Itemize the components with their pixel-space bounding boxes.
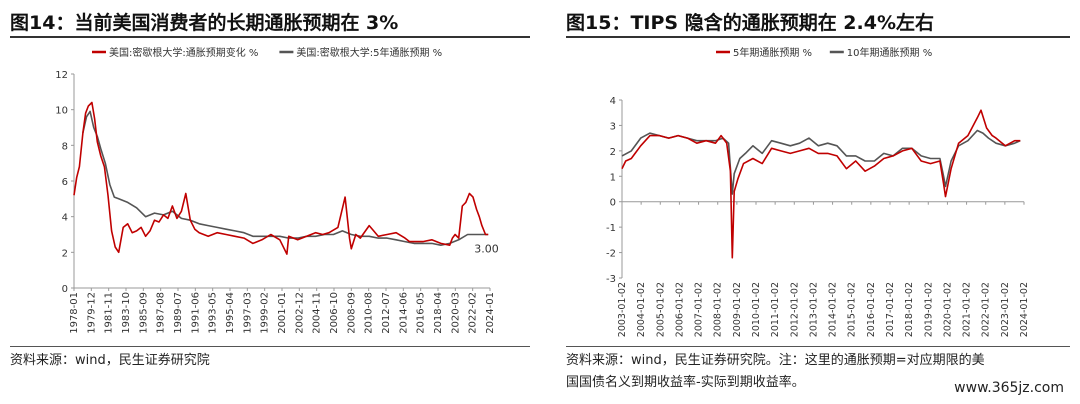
x-tick-label: 1991-06 (190, 292, 201, 334)
watermark: www.365jz.com (954, 380, 1064, 396)
y-tick-label: 0 (610, 198, 616, 209)
x-tick-label: 1987-08 (156, 292, 167, 334)
y-tick-label: -3 (606, 274, 616, 285)
x-tick-label: 2004-01-02 (636, 282, 647, 337)
x-tick-label: 2010-08 (364, 292, 375, 334)
x-tick-label: 1978-01 (69, 292, 80, 334)
x-tick-label: 2024-01-02 (1019, 282, 1030, 337)
x-tick-label: 1989-07 (173, 292, 184, 334)
y-tick-label: 12 (55, 70, 68, 81)
source-divider (566, 346, 1070, 347)
chart-right-svg: -3 -2 -1 0 1 2 3 4 2003-01-02 2004-01-02 2005-01-0… (606, 46, 1030, 337)
chart-panel-left: 图14：当前美国消费者的长期通胀预期在 3% 0 2 4 6 8 10 12 1978-01 1… (10, 12, 530, 368)
x-tick-label: 2012-01-02 (789, 282, 800, 337)
x-tick-label: 1995-04 (225, 292, 236, 334)
source-note-line-1: 资料来源：wind，民生证券研究院。注：这里的通胀预期=对应期限的美 (566, 353, 985, 368)
x-tick-label: 2016-01-02 (866, 282, 877, 337)
x-tick-label: 2020-01-02 (942, 282, 953, 337)
x-tick-label: 2010-01-02 (751, 282, 762, 337)
x-tick-label: 2017-01-02 (885, 282, 896, 337)
x-tick-label: 2020-03 (450, 292, 461, 334)
x-tick-label: 2001-01 (277, 292, 288, 334)
x-tick-label: 2019-01-02 (923, 282, 934, 337)
x-tick-label: 2005-01-02 (655, 282, 666, 337)
y-tick-label: 2 (62, 248, 68, 259)
y-tick-label: 4 (62, 213, 68, 224)
series-line (621, 129, 1021, 195)
series-line (73, 101, 489, 255)
series-line (82, 110, 489, 246)
title-divider (566, 36, 1070, 38)
y-tick-label: 10 (55, 106, 68, 117)
x-tick-label: 2012-07 (381, 292, 392, 334)
x-tick-label: 1999-02 (260, 292, 271, 334)
x-tick-label: 2006-10 (329, 292, 340, 334)
y-tick-label: 4 (610, 96, 616, 107)
y-tick-label: 2 (610, 147, 616, 158)
data-label-last: 3.00 (474, 243, 499, 256)
x-tick-label: 2022-01-02 (981, 282, 992, 337)
series-line (621, 109, 1021, 259)
x-tick-label: 1981-11 (104, 292, 115, 334)
x-tick-label: 2015-01-02 (847, 282, 858, 337)
x-tick-label: 2007-01-02 (694, 282, 705, 337)
chart-title: 图14：当前美国消费者的长期通胀预期在 3% (10, 12, 399, 34)
x-tick-label: 2004-11 (312, 292, 323, 334)
x-tick-label: 2016-05 (416, 292, 427, 334)
x-tick-label: 2003-01-02 (617, 282, 628, 337)
x-tick-label: 2021-01-02 (962, 282, 973, 337)
legend-label: 美国:密歇根大学:通胀预期变化 % (109, 46, 258, 59)
x-tick-label: 1993-05 (208, 292, 219, 334)
legend-label: 5年期通胀预期 % (733, 46, 812, 59)
x-tick-label: 2006-01-02 (674, 282, 685, 337)
y-tick-label: 0 (62, 284, 68, 295)
chart-panel-right: 图15：TIPS 隐含的通胀预期在 2.4%左右 -3 -2 -1 0 1 2 3 4 2003… (556, 0, 1080, 404)
y-tick-label: 1 (610, 172, 616, 183)
x-tick-label: 2018-04 (433, 292, 444, 334)
x-tick-label: 1979-12 (86, 292, 97, 334)
source-note: 资料来源：wind，民生证券研究院 (10, 353, 210, 368)
source-note-line-2: 国国债名义到期收益率-实际到期收益率。 (566, 375, 805, 390)
chart-left-svg: 0 2 4 6 8 10 12 1978-01 1979-12 1981-11 1983-10 198… (55, 46, 499, 334)
y-tick-label: 3 (610, 121, 616, 132)
x-tick-label: 2009-01-02 (732, 282, 743, 337)
x-tick-label: 1997-03 (242, 292, 253, 334)
x-tick-label: 2024-01 (485, 292, 496, 334)
x-tick-label: 1983-10 (121, 292, 132, 334)
x-tick-label: 2013-01-02 (808, 282, 819, 337)
x-tick-label: 2008-01-02 (713, 282, 724, 337)
x-tick-label: 2022-02 (468, 292, 479, 334)
title-divider (10, 36, 530, 38)
y-tick-label: -1 (606, 223, 616, 234)
source-divider (10, 346, 530, 347)
y-tick-label: -2 (606, 249, 616, 260)
y-tick-label: 8 (62, 141, 68, 152)
legend-label: 美国:密歇根大学:5年通胀预期 % (296, 46, 442, 59)
x-tick-label: 2014-01-02 (828, 282, 839, 337)
x-tick-label: 2011-01-02 (770, 282, 781, 337)
x-tick-label: 2002-12 (294, 292, 305, 334)
legend-label: 10年期通胀预期 % (847, 46, 932, 59)
x-tick-label: 2008-09 (346, 292, 357, 334)
x-tick-label: 1985-09 (138, 292, 149, 334)
x-tick-label: 2023-01-02 (1000, 282, 1011, 337)
chart-title: 图15：TIPS 隐含的通胀预期在 2.4%左右 (566, 12, 935, 34)
x-tick-label: 2018-01-02 (904, 282, 915, 337)
x-tick-label: 2014-06 (398, 292, 409, 334)
y-tick-label: 6 (62, 177, 68, 188)
